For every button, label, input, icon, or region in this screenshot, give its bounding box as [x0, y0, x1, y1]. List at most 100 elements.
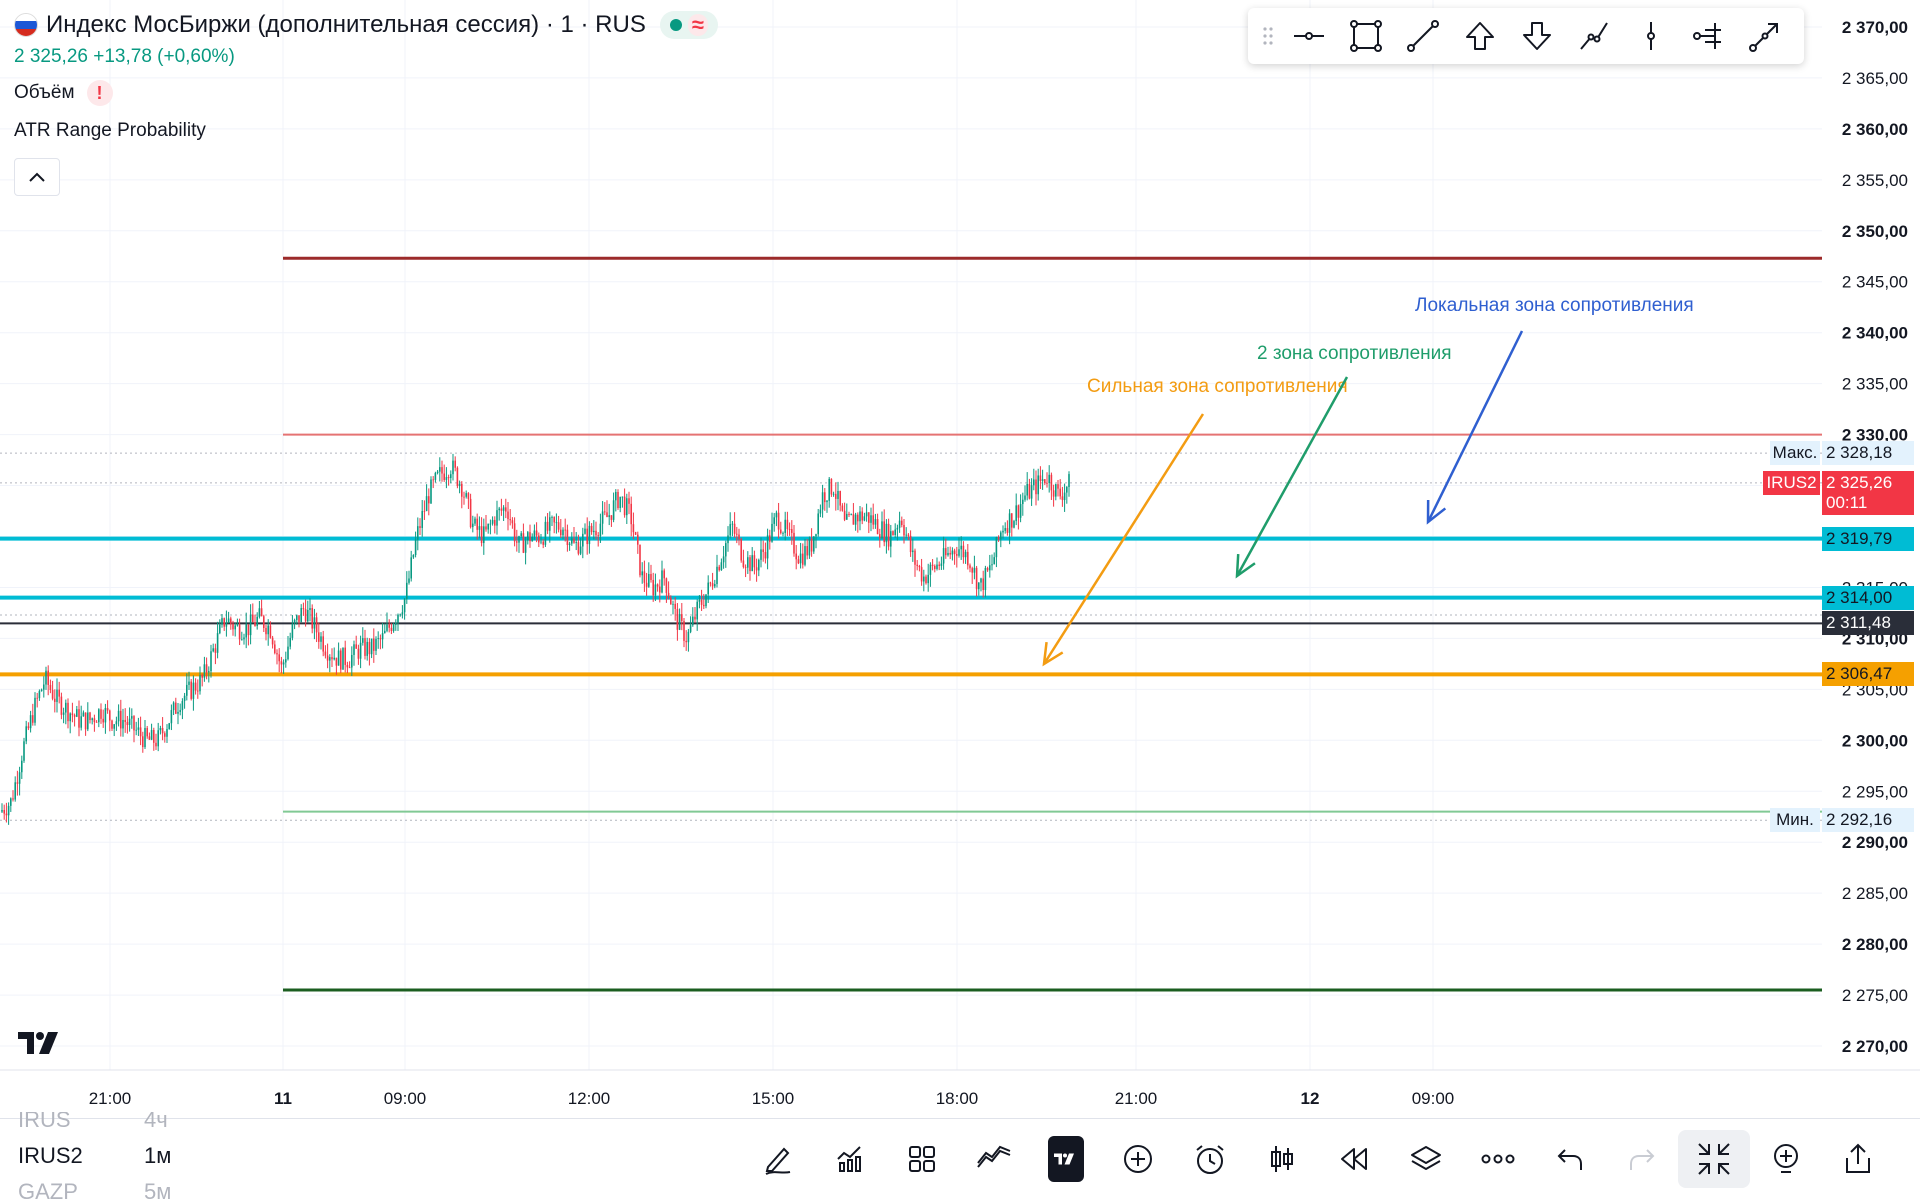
candle-body	[905, 534, 907, 536]
candle-body	[434, 472, 437, 480]
trend-line-icon[interactable]	[1394, 12, 1451, 60]
candle-body	[931, 564, 934, 566]
candle-body	[577, 542, 580, 554]
annotations: Сильная зона сопротивления 2 зона сопроти…	[1042, 295, 1694, 667]
candle-body	[538, 535, 540, 543]
warning-icon[interactable]: !	[86, 80, 113, 106]
candle-body	[366, 641, 368, 656]
candle-body	[989, 565, 991, 571]
candle-body	[520, 533, 522, 537]
share-icon[interactable]	[1822, 1136, 1894, 1182]
candle-body	[340, 650, 342, 670]
alert-icon[interactable]	[1174, 1136, 1246, 1182]
candle-body	[973, 567, 976, 573]
price-side-tag: Мин.	[1770, 808, 1820, 833]
candle-body	[718, 566, 720, 571]
symbol-title-row[interactable]: Индекс МосБиржи (дополнительная сессия) …	[14, 10, 718, 40]
annotation-arrow	[1042, 413, 1205, 665]
candle-body	[634, 532, 637, 535]
price-side-tag: IRUS2	[1763, 470, 1820, 495]
market-status-pill[interactable]: ≈	[659, 11, 718, 39]
indicator-atr[interactable]: ATR Range Probability	[14, 120, 718, 142]
candle-body	[909, 535, 912, 553]
candle-body	[553, 516, 555, 523]
time-tick-label: 21:00	[89, 1089, 132, 1108]
candle-body	[949, 552, 951, 555]
create-idea-icon[interactable]	[1750, 1136, 1822, 1182]
add-icon[interactable]	[1102, 1136, 1174, 1182]
symbol-row[interactable]: IRUS 4ч	[18, 1112, 198, 1138]
tradingview-watermark-icon[interactable]	[18, 1030, 66, 1061]
compare-icon[interactable]	[958, 1136, 1030, 1182]
time-tick-label: 21:00	[1115, 1089, 1158, 1108]
candle-body	[210, 651, 212, 672]
polyline-icon[interactable]	[1565, 12, 1622, 60]
candle-body	[947, 552, 949, 556]
replay-icon[interactable]	[1318, 1136, 1390, 1182]
symbol-row-active[interactable]: IRUS2 1м	[18, 1138, 198, 1174]
vertical-line-icon[interactable]	[1622, 12, 1679, 60]
symbol-row[interactable]: GAZP 5м	[18, 1174, 198, 1200]
candle-body	[650, 574, 652, 580]
anchored-vwap-icon[interactable]	[1679, 12, 1736, 60]
candle-body	[912, 550, 914, 553]
layers-icon[interactable]	[1390, 1136, 1462, 1182]
candle-body	[986, 568, 989, 571]
candle-body	[793, 532, 795, 554]
candle-body	[742, 560, 745, 567]
arrow-down-icon[interactable]	[1508, 12, 1565, 60]
rectangle-icon[interactable]	[1337, 12, 1394, 60]
candle-body	[5, 813, 8, 816]
candle-body	[153, 730, 155, 743]
fullscreen-exit-icon[interactable]	[1678, 1130, 1750, 1188]
horizontal-ray-icon[interactable]	[1280, 12, 1337, 60]
candle-body	[1035, 479, 1037, 495]
annotation-label[interactable]: Сильная зона сопротивления	[1087, 376, 1348, 397]
candle-body	[524, 540, 527, 553]
candle-body	[839, 490, 841, 506]
indicator-volume-label: Объём	[14, 82, 75, 103]
symbol-list[interactable]: IRUS 4ч IRUS2 1м GAZP 5м	[18, 1112, 198, 1200]
annotation-label[interactable]: Локальная зона сопротивления	[1415, 295, 1694, 316]
candle-body	[441, 467, 443, 474]
candle-body	[868, 512, 870, 523]
undo-icon[interactable]	[1534, 1136, 1606, 1182]
arrow-up-icon[interactable]	[1451, 12, 1508, 60]
candle-body	[555, 522, 558, 524]
draw-pen-icon[interactable]	[742, 1136, 814, 1182]
layouts-icon[interactable]	[886, 1136, 958, 1182]
candle-body	[395, 622, 397, 625]
candle-body	[7, 805, 10, 816]
price-axis-tag-value: 2 325,26	[1826, 472, 1893, 492]
annotation-label[interactable]: 2 зона сопротивления	[1257, 343, 1452, 364]
candle-body	[469, 498, 472, 528]
candle-body	[397, 614, 399, 623]
candle-body	[747, 557, 749, 568]
candle-body	[597, 535, 599, 537]
tradingview-logo-icon[interactable]	[1048, 1136, 1084, 1182]
candle-body	[243, 637, 245, 640]
candle-body	[491, 519, 494, 524]
arrow-line-icon[interactable]	[1736, 12, 1793, 60]
candle-body	[993, 557, 995, 565]
redo-icon[interactable]	[1606, 1136, 1678, 1182]
candle-body	[678, 614, 681, 630]
candle-body	[595, 530, 597, 536]
bar-style-icon[interactable]	[1246, 1136, 1318, 1182]
candle-body	[788, 529, 791, 530]
grip-icon[interactable]	[1256, 12, 1280, 60]
candle-body	[696, 601, 698, 620]
candle-body	[170, 710, 173, 724]
indicators-icon[interactable]	[814, 1136, 886, 1182]
candle-body	[249, 614, 252, 636]
candle-body	[562, 529, 564, 536]
symbol-title[interactable]: Индекс МосБиржи (дополнительная сессия) …	[46, 11, 646, 38]
candle-body	[639, 544, 641, 576]
indicator-volume[interactable]: Объём !	[14, 80, 718, 106]
more-icon[interactable]	[1462, 1136, 1534, 1182]
symbol-interval: 1м	[144, 1143, 172, 1168]
collapse-legend-button[interactable]	[14, 158, 60, 196]
candle-body	[956, 554, 958, 556]
candle-body	[782, 532, 784, 534]
